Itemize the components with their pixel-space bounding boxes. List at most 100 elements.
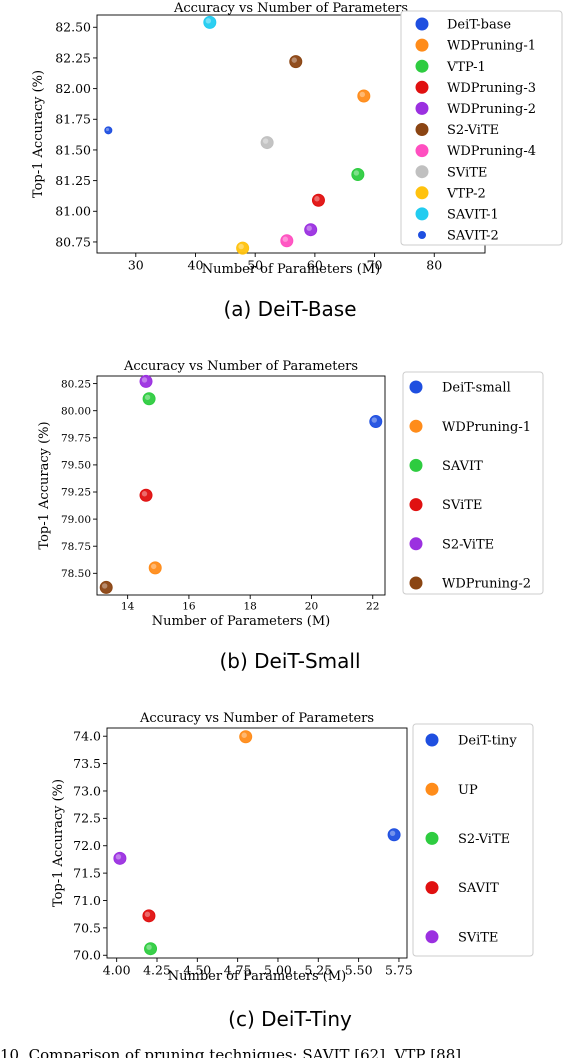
legend-marker — [425, 831, 439, 845]
legend-label: DeiT-tiny — [458, 734, 517, 749]
data-point-highlight — [291, 57, 297, 63]
legend-marker — [409, 537, 423, 551]
plot-frame — [96, 375, 386, 596]
data-point-highlight — [144, 911, 151, 918]
data-point-highlight — [205, 18, 212, 24]
x-tick-label: 14 — [121, 601, 135, 613]
chart-title: Accuracy vs Number of Parameters — [123, 359, 358, 374]
y-tick-label: 80.75 — [55, 234, 91, 249]
data-point-highlight — [306, 225, 312, 231]
x-axis-label: Number of Parameters (M) — [152, 614, 331, 629]
data-point-highlight — [141, 491, 148, 497]
data-point — [99, 580, 113, 594]
data-point — [144, 942, 158, 956]
y-tick-label: 81.00 — [55, 204, 91, 219]
plot-frame — [106, 727, 408, 959]
data-point — [351, 167, 365, 181]
y-tick-label: 81.75 — [55, 112, 91, 127]
data-point-highlight — [105, 127, 110, 132]
legend-box — [400, 10, 563, 246]
y-tick-label: 80.00 — [61, 405, 91, 417]
footer-caption-text: 10. Comparison of pruning techniques: SA… — [0, 1046, 466, 1058]
data-point-highlight — [282, 236, 289, 242]
legend-label: SAVIT — [458, 881, 499, 896]
x-tick-label: 5.50 — [345, 963, 373, 978]
data-point-highlight — [101, 583, 108, 589]
x-axis-label: Number of Parameters (M) — [168, 969, 347, 984]
x-tick-label: 80 — [426, 258, 442, 273]
data-point — [148, 561, 162, 575]
legend-label: S2-ViTE — [458, 832, 510, 847]
y-tick-label: 79.50 — [61, 460, 91, 472]
legend-label: SViTE — [442, 498, 482, 513]
chart-2: Accuracy vs Number of Parameters 14 16 18 20… — [37, 359, 544, 673]
legend-marker — [425, 881, 439, 895]
legend-marker — [415, 165, 429, 179]
y-tick-label: 79.25 — [61, 487, 91, 499]
legend-label: VTP-2 — [446, 186, 486, 201]
x-tick-label: 16 — [182, 601, 196, 613]
legend-marker — [415, 144, 429, 158]
y-tick-label: 79.00 — [61, 514, 91, 526]
y-tick-label: 82.50 — [55, 20, 91, 35]
data-point-highlight — [314, 196, 320, 202]
legend-box — [402, 371, 544, 595]
legend-label: SViTE — [458, 930, 498, 945]
chart-title: Accuracy vs Number of Parameters — [173, 1, 408, 16]
y-tick-label: 81.25 — [55, 173, 91, 188]
legend-label: UP — [458, 783, 478, 798]
legend-marker — [415, 17, 429, 31]
y-axis-label: Top-1 Accuracy (%) — [51, 779, 66, 907]
y-tick-label: 73.5 — [73, 756, 101, 771]
chart-1: Accuracy vs Number of Parameters 30 40 50 60… — [31, 1, 563, 321]
legend-marker — [425, 930, 439, 944]
x-tick-label: 50 — [247, 258, 263, 273]
x-tick-label: 4.25 — [143, 963, 171, 978]
data-point — [142, 392, 156, 406]
legend-marker — [415, 207, 429, 221]
y-tick-label: 79.75 — [61, 432, 91, 444]
legend-label: S2-ViTE — [447, 123, 499, 138]
y-tick-label: 70.0 — [73, 948, 101, 963]
legend-marker — [409, 419, 423, 433]
legend-label: SViTE — [447, 165, 487, 180]
data-point — [369, 415, 383, 429]
legend-label: DeiT-base — [447, 18, 511, 33]
x-tick-label: 60 — [307, 258, 323, 273]
legend-label: WDPruning-1 — [447, 39, 536, 54]
legend-label: VTP-1 — [446, 60, 486, 75]
legend-marker — [415, 38, 429, 52]
legend-label: S2-ViTE — [442, 537, 494, 552]
legend-label: SAVIT-2 — [447, 229, 499, 244]
legend-label: SAVIT — [442, 459, 483, 474]
legend-marker — [415, 101, 429, 115]
legend-label: WDPruning-1 — [442, 420, 531, 435]
data-point — [113, 851, 127, 865]
data-point-highlight — [241, 732, 247, 738]
data-point — [289, 55, 303, 69]
legend-label: SAVIT-1 — [447, 207, 499, 222]
y-tick-label: 70.5 — [73, 920, 101, 935]
x-tick-label: 4.75 — [224, 963, 252, 978]
data-point — [311, 193, 325, 207]
x-tick-label: 30 — [128, 258, 144, 273]
legend-label: WDPruning-2 — [447, 102, 536, 117]
y-tick-label: 71.5 — [73, 865, 101, 880]
x-tick-label: 70 — [367, 258, 383, 273]
subfigure-caption: (c) DeiT-Tiny — [228, 1007, 352, 1031]
data-point — [139, 488, 153, 502]
x-tick-label: 5.25 — [304, 963, 332, 978]
data-point — [142, 909, 156, 923]
y-axis-label: Top-1 Accuracy (%) — [37, 421, 52, 549]
y-axis-label: Top-1 Accuracy (%) — [31, 70, 46, 198]
data-point — [139, 374, 153, 388]
data-point — [387, 828, 401, 842]
data-point — [239, 730, 253, 744]
legend-marker — [415, 123, 429, 136]
data-point-highlight — [262, 138, 269, 144]
legend-marker — [418, 231, 426, 239]
y-tick-label: 74.0 — [73, 729, 101, 744]
x-tick-label: 22 — [366, 601, 379, 613]
data-point — [104, 126, 113, 135]
